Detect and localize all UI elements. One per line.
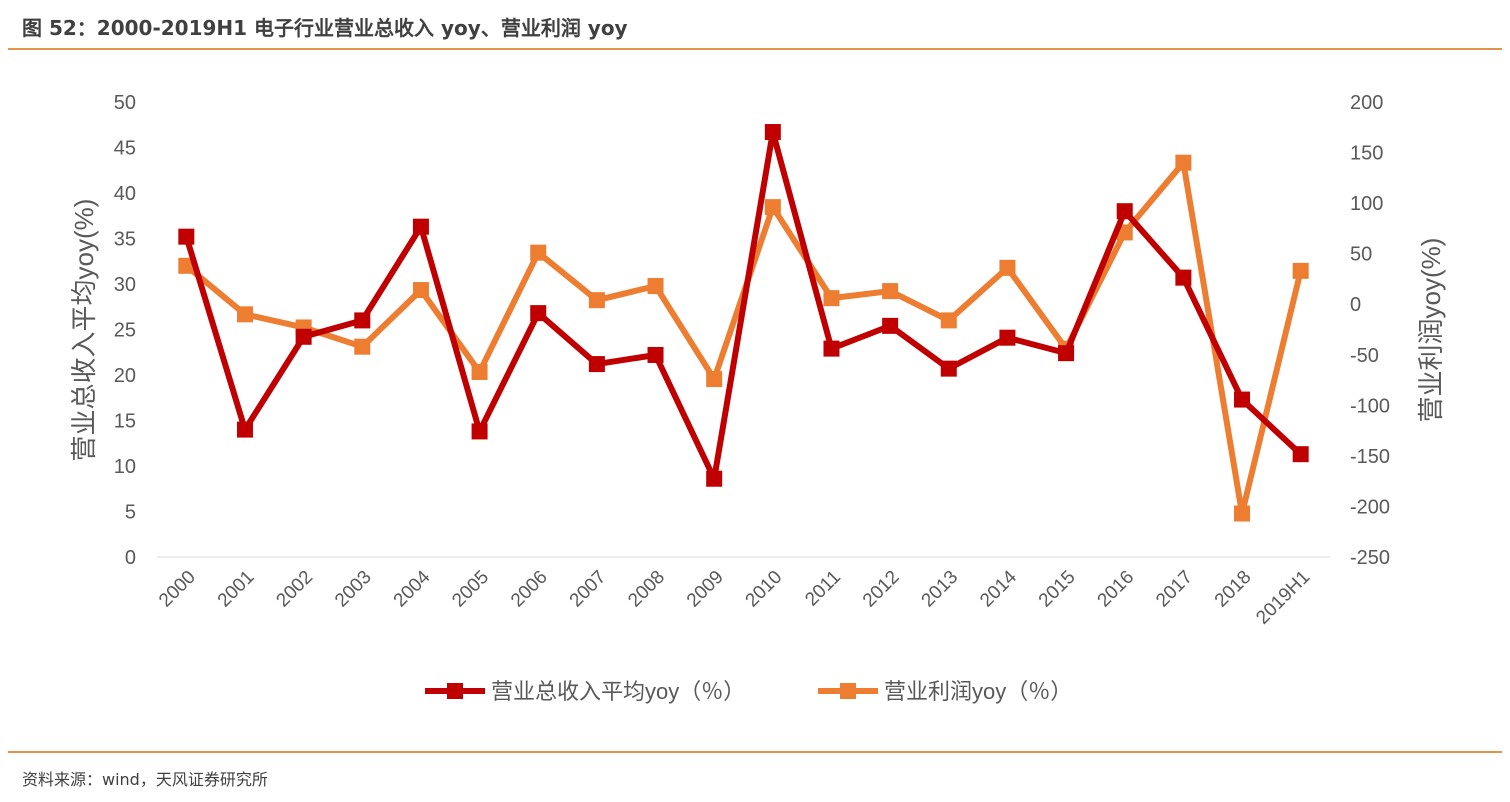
- data-point-revenue: [236, 421, 253, 438]
- x-tick-label: 2012: [859, 567, 904, 612]
- y2-tick-label: 100: [1350, 193, 1383, 215]
- data-point-revenue: [647, 346, 664, 363]
- x-tick-label: 2004: [390, 566, 435, 611]
- data-point-profit: [882, 283, 899, 300]
- data-point-profit: [530, 244, 547, 261]
- data-point-profit: [1175, 154, 1192, 171]
- series-line-revenue: [183, 129, 1303, 482]
- x-tick-label: 2010: [742, 567, 787, 612]
- data-point-revenue: [764, 124, 781, 141]
- y2-tick-label: -200: [1350, 496, 1390, 518]
- data-point-profit: [823, 290, 840, 307]
- x-tick-label: 2001: [214, 567, 259, 612]
- legend-label-revenue: 营业总收入平均yoy（％）: [491, 679, 745, 704]
- y2-tick-label: 50: [1350, 244, 1372, 266]
- y-tick-label: 5: [125, 502, 136, 524]
- data-point-profit: [471, 363, 488, 380]
- x-tick-label: 2000: [155, 567, 200, 612]
- data-point-profit: [1292, 262, 1309, 279]
- data-point-revenue: [471, 423, 488, 440]
- bottom-divider: [8, 751, 1502, 753]
- data-point-revenue: [1175, 269, 1192, 286]
- y2-tick-label: -50: [1350, 345, 1379, 367]
- data-point-revenue: [882, 317, 899, 334]
- data-point-profit: [236, 306, 253, 323]
- data-point-profit: [588, 292, 605, 309]
- y2-tick-label: 200: [1350, 92, 1383, 114]
- source-note: 资料来源：wind，天风证券研究所: [22, 770, 268, 789]
- y-axis-title: 营业总收入平均yoy(%): [69, 199, 99, 462]
- data-point-profit: [999, 259, 1016, 276]
- legend-marker-profit: [840, 683, 856, 699]
- y-tick-label: 0: [125, 547, 136, 569]
- data-point-revenue: [588, 356, 605, 373]
- x-tick-label: 2016: [1094, 567, 1139, 612]
- y2-tick-label: -150: [1350, 446, 1390, 468]
- x-tick-label: 2015: [1035, 567, 1080, 612]
- data-point-revenue: [999, 329, 1016, 346]
- x-tick-label: 2009: [683, 567, 728, 612]
- data-point-revenue: [1292, 446, 1309, 463]
- data-point-revenue: [1234, 391, 1251, 408]
- y-tick-label: 45: [114, 138, 136, 160]
- y-tick-label: 50: [114, 92, 136, 114]
- data-point-profit: [1234, 505, 1251, 522]
- data-point-revenue: [178, 228, 195, 245]
- data-point-revenue: [354, 312, 371, 329]
- legend-label-profit: 营业利润yoy（％）: [884, 679, 1072, 704]
- y-tick-label: 20: [114, 365, 136, 387]
- y2-tick-label: -100: [1350, 395, 1390, 417]
- y-tick-label: 35: [114, 229, 136, 251]
- data-point-revenue: [295, 328, 312, 345]
- data-point-profit: [178, 257, 195, 274]
- data-point-revenue: [1116, 203, 1133, 220]
- x-tick-label: 2018: [1211, 567, 1256, 612]
- x-tick-label: 2019H1: [1252, 567, 1314, 629]
- x-tick-label: 2006: [507, 567, 552, 612]
- x-tick-label: 2003: [331, 567, 376, 612]
- top-divider: [8, 48, 1502, 50]
- x-tick-label: 2017: [1152, 567, 1197, 612]
- chart-title: 图 52：2000-2019H1 电子行业营业总收入 yoy、营业利润 yoy: [22, 16, 628, 40]
- y2-tick-label: -250: [1350, 547, 1390, 569]
- legend-marker-revenue: [447, 683, 463, 699]
- y-tick-label: 40: [114, 183, 136, 205]
- data-point-revenue: [706, 470, 723, 487]
- data-point-revenue: [530, 305, 547, 322]
- y-tick-label: 30: [114, 274, 136, 296]
- x-tick-label: 2011: [801, 567, 845, 611]
- y2-tick-label: 0: [1350, 294, 1361, 316]
- data-point-revenue: [1058, 345, 1075, 362]
- data-point-profit: [412, 282, 429, 299]
- x-tick-label: 2007: [566, 567, 611, 612]
- data-point-profit: [647, 278, 664, 295]
- data-point-revenue: [940, 360, 957, 377]
- data-point-revenue: [412, 218, 429, 235]
- x-tick-label: 2005: [448, 567, 493, 612]
- y-tick-label: 25: [114, 320, 136, 342]
- data-point-profit: [706, 371, 723, 388]
- y2-tick-label: 150: [1350, 143, 1383, 165]
- series-line-profit: [184, 159, 1304, 517]
- y-tick-label: 15: [114, 411, 136, 433]
- y-tick-label: 10: [114, 456, 136, 478]
- data-point-revenue: [823, 340, 840, 357]
- chart: 0 5 10 15 20 25 30 35 40 45 50 -250 -200 -150 -100 -50 0…: [69, 92, 1446, 704]
- data-point-profit: [764, 199, 781, 216]
- data-point-profit: [354, 338, 371, 355]
- x-tick-label: 2008: [624, 567, 669, 612]
- x-tick-label: 2002: [272, 567, 317, 612]
- x-tick-label: 2014: [976, 566, 1021, 611]
- x-tick-label: 2013: [918, 567, 963, 612]
- y2-axis-title: 营业利润yoy(%): [1416, 238, 1446, 423]
- data-point-profit: [940, 312, 957, 329]
